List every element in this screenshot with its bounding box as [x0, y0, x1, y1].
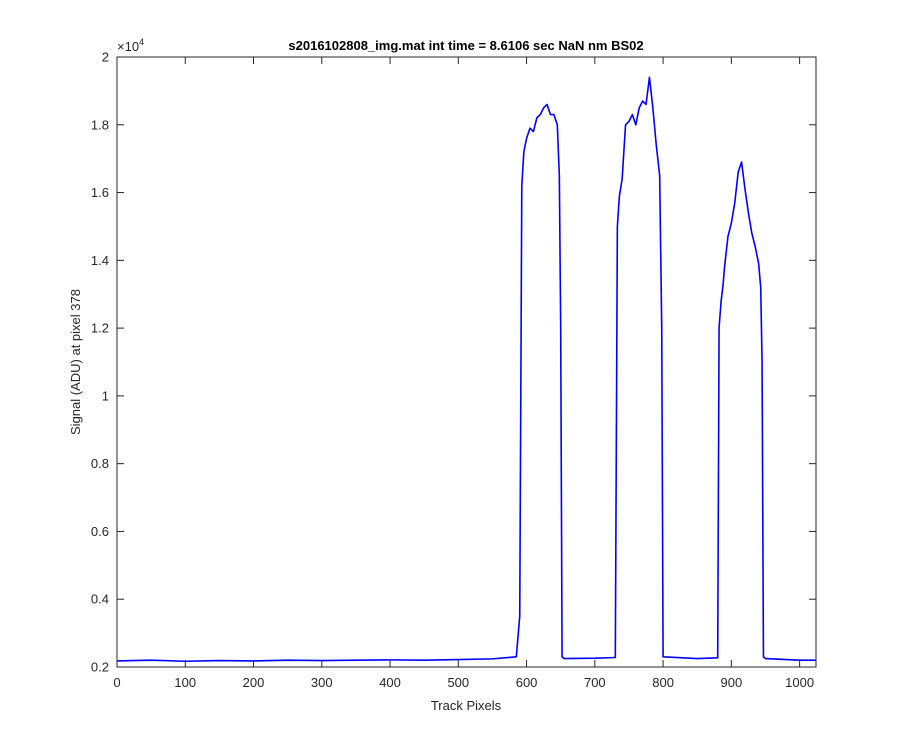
y-tick-label: 1.4 [91, 253, 109, 268]
chart-title: s2016102808_img.mat int time = 8.6106 se… [288, 38, 643, 53]
y-tick-label: 0.2 [91, 660, 109, 675]
axes-box [116, 56, 817, 668]
y-tick-label: 1.8 [91, 117, 109, 132]
x-tick-label: 400 [379, 675, 401, 690]
y-tick-label: 1 [102, 388, 109, 403]
axes-area [117, 57, 816, 667]
y-axis: 0.2 0.4 0.6 0.8 1 1.2 1.4 1.6 1.8 2 [91, 50, 816, 675]
x-tick-label: 100 [174, 675, 196, 690]
x-tick-label: 500 [447, 675, 469, 690]
y-tick-label: 1.2 [91, 321, 109, 336]
axes-frame [116, 56, 817, 668]
plot-area [116, 76, 816, 663]
x-axis-title: Track Pixels [431, 698, 502, 713]
y-axis-exponent-power: 4 [139, 37, 144, 47]
x-tick-label: 800 [652, 675, 674, 690]
y-tick-label: 2 [102, 50, 109, 65]
x-axis: 0 100 200 300 400 500 600 700 800 900 1000 [113, 57, 814, 690]
series-line-0 [116, 76, 816, 663]
x-tick-label: 600 [516, 675, 538, 690]
y-tick-label: 0.6 [91, 524, 109, 539]
x-tick-label: 700 [584, 675, 606, 690]
x-tick-label: 1000 [785, 675, 814, 690]
x-tick-label: 200 [243, 675, 265, 690]
x-tick-label: 900 [721, 675, 743, 690]
y-axis-title: Signal (ADU) at pixel 378 [68, 289, 83, 435]
y-tick-label: 1.6 [91, 185, 109, 200]
x-tick-label: 300 [311, 675, 333, 690]
y-axis-exponent-base: ×10 [117, 39, 139, 54]
y-tick-label: 0.8 [91, 456, 109, 471]
y-axis-exponent: ×104 [117, 37, 144, 54]
axes-background [117, 57, 816, 667]
y-tick-label: 0.4 [91, 592, 109, 607]
x-tick-label: 0 [113, 675, 120, 690]
